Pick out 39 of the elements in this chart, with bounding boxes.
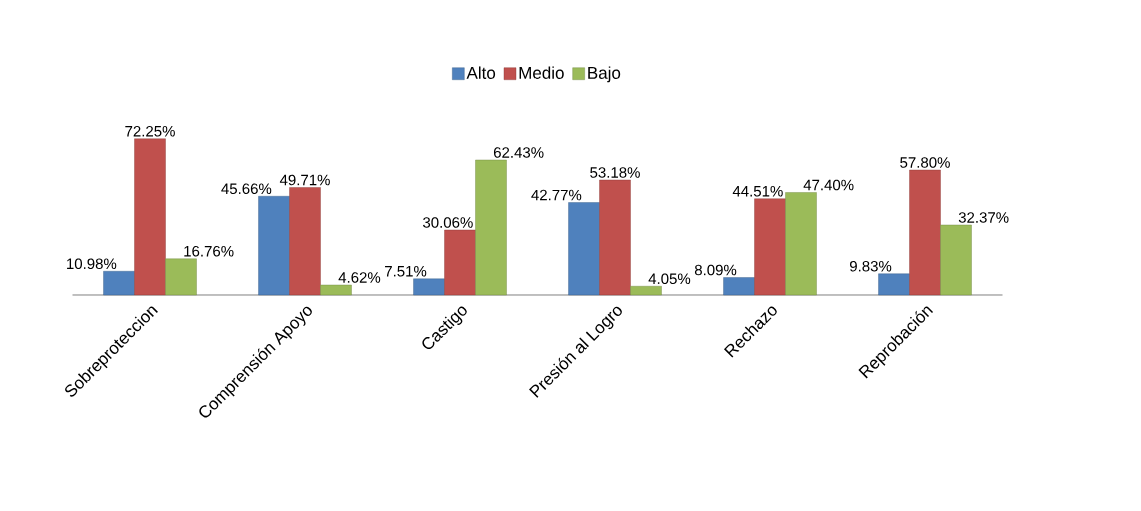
data-label: 4.62% [338, 272, 381, 283]
data-label: 42.77% [531, 189, 582, 201]
data-label: 72.25% [125, 125, 175, 137]
legend-label: Bajo [588, 66, 621, 83]
bar [444, 229, 476, 296]
bar [754, 198, 786, 296]
bar [413, 278, 445, 296]
data-label: 45.66% [221, 183, 272, 195]
bar [475, 159, 507, 296]
data-label: 53.18% [590, 167, 640, 178]
bar [940, 224, 972, 296]
data-label: 49.71% [279, 174, 330, 186]
data-label: 44.51% [732, 185, 783, 197]
bar [909, 169, 941, 296]
bar [134, 138, 166, 296]
bar [258, 196, 290, 296]
bar [568, 202, 600, 296]
data-label: 32.37% [958, 212, 1009, 223]
bar [630, 286, 662, 296]
data-label: 9.83% [849, 260, 892, 272]
data-label: 57.80% [900, 157, 950, 168]
bar [599, 179, 631, 296]
bar [723, 277, 755, 296]
data-label: 8.09% [694, 264, 737, 276]
data-label: 47.40% [803, 179, 854, 191]
legend-label: Alto [466, 66, 496, 79]
bar [320, 284, 352, 296]
data-label: 7.51% [385, 266, 427, 277]
data-label: 4.05% [648, 273, 691, 285]
bar [878, 273, 910, 296]
bar [289, 187, 321, 296]
data-label: 16.76% [184, 245, 234, 257]
bar [165, 258, 197, 296]
data-label: 10.98% [67, 258, 117, 270]
bar [785, 192, 817, 296]
bar [103, 271, 135, 296]
legend-label: Medio [519, 66, 564, 79]
data-label: 30.06% [423, 217, 473, 228]
data-label: 62.43% [493, 147, 544, 158]
